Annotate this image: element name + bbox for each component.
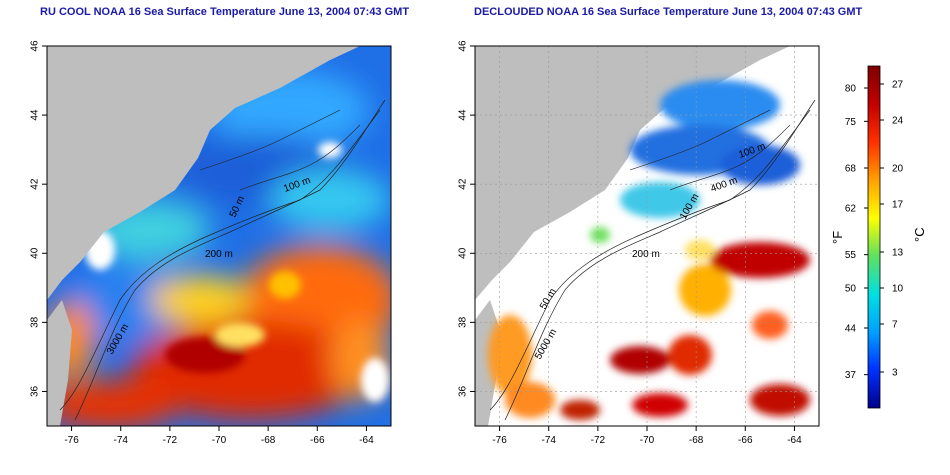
fahrenheit-tick-label: 55: [845, 250, 857, 261]
celsius-label: °C: [912, 227, 927, 242]
right-y-tick-label: 38: [458, 316, 469, 328]
right-x-tick-label: -66: [738, 435, 753, 446]
left-map-title: RU COOL NOAA 16 Sea Surface Temperature …: [40, 6, 410, 18]
colorbar: 80 75 68 62 55 50 44 37 27 24 20 17 13 10 7 3 °F °C: [830, 65, 927, 409]
celsius-tick-label: 17: [892, 200, 904, 211]
fahrenheit-tick-label: 75: [845, 117, 857, 128]
right-x-tick-label: -76: [492, 435, 507, 446]
right-map-grid: [475, 46, 819, 426]
right-y-tick-label: 42: [458, 178, 469, 190]
left-y-tick-label: 40: [30, 247, 41, 259]
right-map-panel: 200 m 50 m 100 m 400 m 100 m 5000 m -76-…: [458, 40, 820, 446]
fahrenheit-tick-label: 80: [845, 84, 857, 95]
right-y-tick-label: 36: [458, 385, 469, 397]
right-map-title: DECLOUDED NOAA 16 Sea Surface Temperatur…: [474, 6, 863, 18]
right-x-tick-label: -70: [640, 435, 655, 446]
celsius-tick-label: 24: [892, 116, 904, 127]
fahrenheit-tick-label: 37: [845, 370, 857, 381]
right-x-tick-label: -74: [541, 435, 556, 446]
left-y-tick-label: 42: [30, 178, 41, 190]
celsius-tick-label: 10: [892, 284, 904, 295]
left-x-tick-label: -64: [359, 435, 374, 446]
left-x-tick-label: -74: [113, 435, 128, 446]
left-contour-label-200m: 200 m: [205, 249, 233, 260]
celsius-tick-label: 27: [892, 80, 904, 91]
left-y-tick-label: 46: [30, 40, 41, 52]
left-x-tick-label: -66: [310, 435, 325, 446]
right-y-tick-label: 46: [458, 40, 469, 52]
left-x-tick-label: -72: [163, 435, 178, 446]
celsius-tick-label: 3: [892, 368, 898, 379]
right-x-tick-label: -68: [689, 435, 704, 446]
right-contour-label-200m: 200 m: [632, 249, 660, 260]
right-map-axes: -76 -74 -72 -70 -68 -66 -64 36 38 40 42 44 46: [458, 40, 802, 446]
left-map-panel: 200 m 50 m 100 m 3000 m -76 -74 -72 -70 -68-…: [30, 40, 392, 446]
right-y-tick-label: 40: [458, 247, 469, 259]
left-x-tick-label: -68: [261, 435, 276, 446]
left-x-tick-label: -76: [64, 435, 79, 446]
left-y-tick-label: 44: [30, 109, 41, 121]
celsius-tick-label: 20: [892, 164, 904, 175]
right-x-tick-label: -64: [787, 435, 802, 446]
colorbar-gradient: [867, 65, 881, 409]
right-x-tick-label: -72: [591, 435, 606, 446]
left-y-tick-label: 38: [30, 316, 41, 328]
celsius-tick-label: 13: [892, 248, 904, 259]
fahrenheit-tick-label: 50: [845, 284, 857, 295]
fahrenheit-tick-label: 68: [845, 164, 857, 175]
fahrenheit-label: °F: [830, 231, 845, 244]
left-y-tick-label: 36: [30, 385, 41, 397]
celsius-tick-label: 7: [892, 320, 898, 331]
fahrenheit-tick-label: 62: [845, 204, 857, 215]
right-y-tick-label: 44: [458, 109, 469, 121]
right-sst-image: [475, 46, 819, 426]
left-sst-image: [47, 46, 391, 426]
left-map-axes: -76 -74 -72 -70 -68 -66 -64 36 38 40 42 44 46: [30, 40, 374, 446]
fahrenheit-tick-label: 44: [845, 324, 857, 335]
left-x-tick-label: -70: [212, 435, 227, 446]
